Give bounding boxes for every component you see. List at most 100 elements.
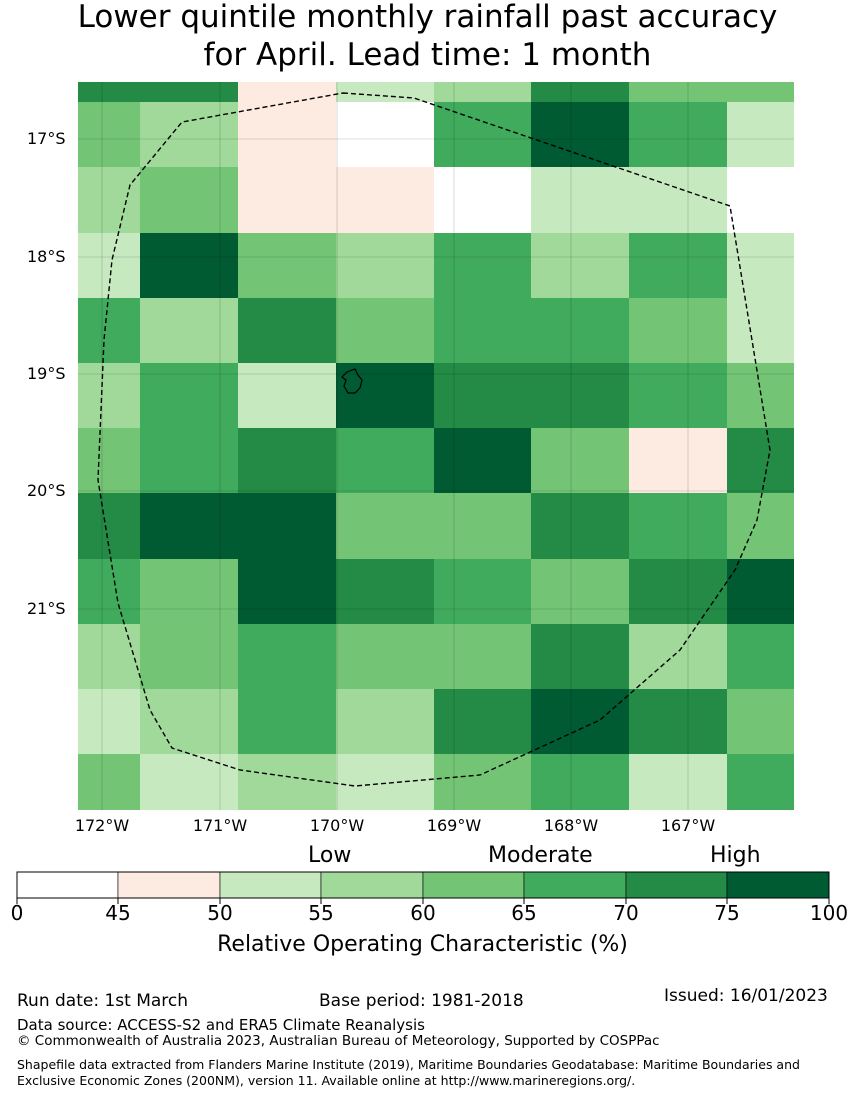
grid-cell: [531, 624, 629, 689]
grid-cell: [434, 559, 531, 624]
latitude-label: 19°S: [27, 364, 66, 383]
grid-cell: [434, 167, 531, 233]
longitude-label: 168°W: [543, 816, 599, 835]
grid-cell: [140, 298, 238, 363]
colorbar-tick-label: 50: [207, 901, 233, 925]
grid-cell: [336, 82, 434, 102]
colorbar-tick-label: 55: [308, 901, 334, 925]
grid-cell: [531, 233, 629, 298]
colorbar-tick-label: 70: [613, 901, 639, 925]
grid-cell: [140, 689, 238, 754]
shapefile-credit: Shapefile data extracted from Flanders M…: [17, 1057, 800, 1088]
colorbar: [16, 871, 830, 904]
category-low: Low: [308, 843, 352, 868]
graticule: [78, 82, 794, 810]
grid-cell: [434, 493, 531, 559]
colorbar-tick-label: 60: [410, 901, 436, 925]
grid-cell: [434, 298, 531, 363]
grid-cell: [78, 689, 140, 754]
grid-cell: [140, 428, 238, 493]
grid-cell: [727, 363, 794, 428]
grid-cell: [78, 754, 140, 810]
grid-cell: [727, 233, 794, 298]
grid-cell: [727, 754, 794, 810]
grid-cell: [531, 167, 629, 233]
longitude-label: 172°W: [74, 816, 130, 835]
grid-cell: [238, 559, 336, 624]
copyright: © Commonwealth of Australia 2023, Austra…: [17, 1033, 660, 1049]
longitude-label: 171°W: [192, 816, 248, 835]
grid-cell: [336, 689, 434, 754]
grid-cell: [336, 363, 434, 428]
grid-cell: [434, 82, 531, 102]
grid-cell: [140, 233, 238, 298]
grid-cell: [727, 624, 794, 689]
grid-cell: [434, 428, 531, 493]
grid-cell: [531, 689, 629, 754]
grid-cell: [78, 624, 140, 689]
grid-cell: [140, 82, 238, 102]
grid-cell: [78, 167, 140, 233]
colorbar-label: Relative Operating Characteristic (%): [217, 932, 628, 957]
grid-cell: [336, 428, 434, 493]
grid-cell: [78, 559, 140, 624]
colorbar-segment: [16, 871, 119, 899]
grid-cell: [336, 102, 434, 167]
grid-cell: [238, 624, 336, 689]
grid-cell: [238, 102, 336, 167]
base-period: Base period: 1981-2018: [319, 991, 524, 1011]
colorbar-segment: [219, 871, 322, 899]
grid-cell: [434, 624, 531, 689]
grid-cell: [629, 493, 727, 559]
data-source: Data source: ACCESS-S2 and ERA5 Climate …: [17, 1016, 425, 1034]
grid-cell: [336, 624, 434, 689]
issued-date: Issued: 16/01/2023: [664, 986, 828, 1006]
grid-cell: [78, 102, 140, 167]
grid-cell: [727, 102, 794, 167]
grid-cell: [727, 167, 794, 233]
latitude-label: 18°S: [27, 247, 66, 266]
island-outline: [341, 368, 363, 394]
eez-boundary: [97, 92, 771, 787]
grid-cell: [140, 167, 238, 233]
grid-cell: [336, 559, 434, 624]
colorbar-tick-label: 45: [105, 901, 131, 925]
grid-cell: [727, 298, 794, 363]
grid-cell: [238, 82, 336, 102]
colorbar-segment: [625, 871, 728, 899]
grid-cell: [238, 754, 336, 810]
grid-cell: [531, 493, 629, 559]
colorbar-tick-label: 75: [714, 901, 740, 925]
colorbar-tick-label: 100: [809, 901, 849, 925]
grid-cell: [336, 493, 434, 559]
category-moderate: Moderate: [488, 843, 593, 868]
grid-cell: [336, 298, 434, 363]
rainfall-grid: [78, 82, 794, 810]
grid-cell: [629, 298, 727, 363]
grid-cell: [434, 102, 531, 167]
grid-cell: [629, 754, 727, 810]
grid-cell: [727, 689, 794, 754]
grid-cell: [727, 82, 794, 102]
grid-cell: [629, 624, 727, 689]
grid-cell: [531, 428, 629, 493]
grid-cell: [531, 754, 629, 810]
colorbar-segment: [726, 871, 830, 899]
grid-cell: [238, 363, 336, 428]
grid-cell: [140, 363, 238, 428]
colorbar-segment: [117, 871, 221, 899]
grid-cell: [434, 233, 531, 298]
grid-cell: [238, 167, 336, 233]
latitude-label: 17°S: [27, 129, 66, 148]
grid-cell: [238, 428, 336, 493]
latitude-label: 21°S: [27, 599, 66, 618]
longitude-label: 167°W: [660, 816, 716, 835]
grid-cell: [140, 493, 238, 559]
colorbar-segment: [320, 871, 424, 899]
grid-cell: [78, 363, 140, 428]
grid-cell: [531, 82, 629, 102]
grid-cell: [531, 298, 629, 363]
grid-cell: [238, 298, 336, 363]
grid-cell: [140, 102, 238, 167]
